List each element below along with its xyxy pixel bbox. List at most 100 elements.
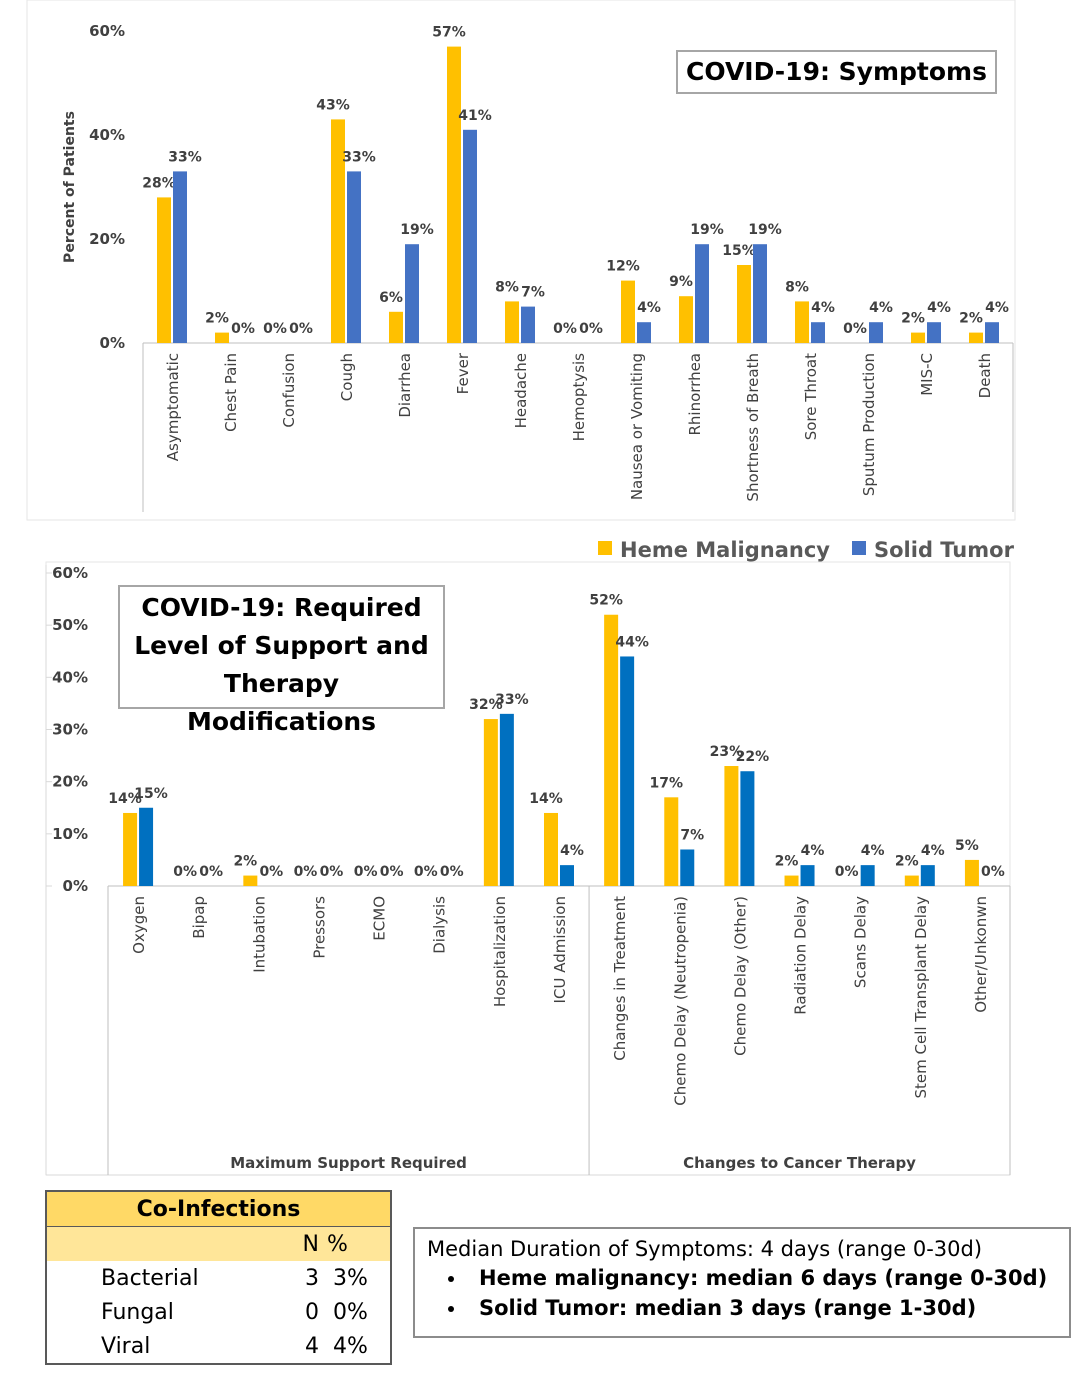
table-cell: 4 [305,1333,319,1359]
value-label: 19% [690,222,724,238]
table-cell: Bacterial [101,1265,199,1291]
value-label: 15% [134,786,168,802]
x-tick-label: Oxygen [130,896,148,954]
bar [621,280,635,343]
bar [389,311,403,343]
value-label: 33% [168,149,202,165]
header-cell: % [327,1231,348,1257]
bar [985,322,999,343]
bar [604,614,619,886]
value-label: 0% [440,864,464,880]
value-label: 28% [142,175,176,191]
value-label: 4% [861,843,885,859]
x-tick-label: Stem Cell Transplant Delay [912,896,930,1099]
value-label: 0% [294,864,318,880]
bar [737,265,751,343]
bar [911,332,925,343]
bar [620,656,635,886]
value-label: 0% [553,321,577,337]
y-tick-label: 0% [63,877,88,895]
bar [740,771,755,886]
value-label: 0% [263,321,287,337]
note-bullet: Heme malignancy: median 6 days (range 0-… [467,1263,1057,1293]
value-label: 5% [955,838,979,854]
x-tick-label: Headache [512,353,530,428]
chart-title: COVID-19: Symptoms [676,50,997,94]
x-tick-label: Intubation [250,896,268,973]
bar [215,332,229,343]
x-tick-label: ECMO [371,896,389,941]
value-label: 32% [469,697,503,713]
y-tick-label: 0% [100,334,125,352]
bar [869,322,883,343]
x-tick-label: Diarrhea [396,353,414,418]
value-label: 0% [231,321,255,337]
value-label: 7% [680,827,704,843]
x-tick-label: Other/Unkonwn [972,896,990,1013]
x-tick-label: Asymptomatic [164,353,182,461]
chart-frame [26,0,1016,521]
value-label: 9% [669,274,693,290]
table-cell: 3% [333,1265,368,1291]
x-tick-label: Sore Throat [802,353,820,440]
bar [927,322,941,343]
table-title: Co-Infections [46,1191,391,1227]
bar [157,197,171,343]
y-axis-title: Percent of Patients [62,111,78,263]
value-label: 0% [320,864,344,880]
x-tick-label: Changes in Treatment [611,896,629,1061]
value-label: 0% [380,864,404,880]
table-row: Viral 4 4% [46,1329,391,1364]
value-label: 14% [108,791,142,807]
value-label: 6% [379,290,403,306]
value-label: 4% [927,300,951,316]
x-tick-label: Radiation Delay [792,896,810,1015]
header-cell: N [302,1231,319,1257]
value-label: 23% [710,744,744,760]
bar [499,713,514,886]
y-tick-label: 60% [89,22,125,40]
bar [560,865,574,886]
y-tick-label: 30% [52,721,88,739]
bar [964,859,979,886]
value-label: 4% [811,300,835,316]
table-title-row: Co-Infections [46,1191,391,1227]
bar [724,766,739,886]
value-label: 44% [615,634,649,650]
bar [860,865,875,886]
x-tick-label: Fever [454,352,472,394]
table-cell: 0% [333,1299,368,1325]
value-label: 8% [785,279,809,295]
bar [811,322,825,343]
value-label: 0% [259,864,283,880]
bar [795,301,809,343]
bar [463,129,477,343]
value-label: 0% [354,864,378,880]
value-label: 0% [843,321,867,337]
value-label: 19% [400,222,434,238]
notes-list: Heme malignancy: median 6 days (range 0-… [427,1263,1057,1323]
value-label: 0% [579,321,603,337]
bar [969,332,983,343]
y-tick-label: 20% [89,230,125,248]
y-tick-label: 40% [89,126,125,144]
x-tick-label: Pressors [310,896,328,959]
y-tick-label: 10% [52,825,88,843]
bar [521,306,535,343]
value-label: 2% [205,311,229,327]
value-label: 8% [495,279,519,295]
x-tick-label: Bipap [190,896,208,939]
value-label: 7% [521,285,545,301]
x-tick-label: Scans Delay [852,896,870,988]
x-tick-label: Chest Pain [222,353,240,432]
value-label: 33% [495,692,529,708]
value-label: 22% [736,749,770,765]
x-tick-label: Rhinorrhea [686,353,704,436]
x-tick-label: Dialysis [431,896,449,954]
group-label: Changes to Cancer Therapy [683,1154,916,1172]
value-label: 41% [458,108,492,124]
value-label: 4% [985,300,1009,316]
value-label: 4% [801,843,825,859]
x-tick-label: MIS-C [918,353,936,396]
table-row: Fungal 0 0% [46,1295,391,1329]
